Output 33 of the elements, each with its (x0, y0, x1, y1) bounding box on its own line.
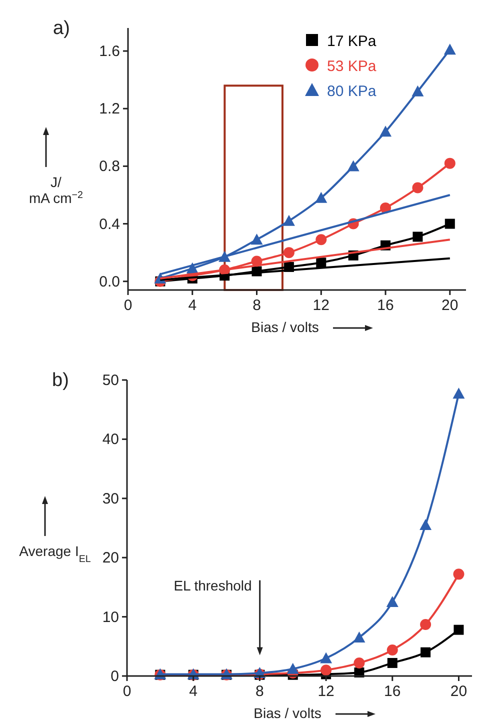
x-tick-label: 12 (318, 683, 334, 700)
y-tick-label: 0.8 (99, 158, 120, 176)
y-tick-label: 1.2 (99, 100, 120, 118)
legend-label: 17 KPa (327, 33, 377, 50)
x-tick-label: 16 (377, 297, 394, 314)
y-tick-label: 20 (102, 550, 119, 567)
x-tick-label: 12 (312, 297, 330, 314)
x-tick-label: 0 (124, 297, 132, 314)
y-tick-label: 30 (102, 490, 119, 508)
x-axis-title: Bias / volts (251, 319, 319, 335)
y-axis-title: J/ mA cm$^{−2}$ (29, 174, 83, 206)
x-tick-label: 8 (252, 297, 261, 314)
chart-title: b) (52, 370, 69, 391)
legend-label: 80 KPa (327, 83, 377, 100)
x-tick-label: 4 (188, 297, 197, 314)
x-tick-label: 20 (450, 683, 468, 700)
y-tick-label: 40 (102, 431, 119, 448)
y-axis-title: Average I$_{EL}$ (19, 543, 92, 564)
y-tick-label: 1.6 (99, 43, 120, 60)
chart-title: a) (53, 18, 70, 39)
annotation: EL threshold (174, 577, 252, 594)
x-tick-label: 8 (256, 683, 264, 700)
x-tick-label: 0 (122, 683, 132, 700)
legend-label: 53 KPa (327, 58, 377, 75)
y-tick-label: 50 (102, 372, 119, 389)
y-tick-label: 0.0 (99, 273, 120, 290)
x-tick-label: 4 (189, 683, 198, 700)
x-tick-label: 20 (442, 297, 458, 314)
y-tick-label: 0 (110, 668, 119, 685)
x-axis-title: Bias / volts (254, 705, 322, 721)
y-tick-label: 10 (102, 608, 119, 626)
y-tick-label: 0.4 (99, 216, 120, 233)
x-tick-label: 16 (384, 683, 401, 700)
